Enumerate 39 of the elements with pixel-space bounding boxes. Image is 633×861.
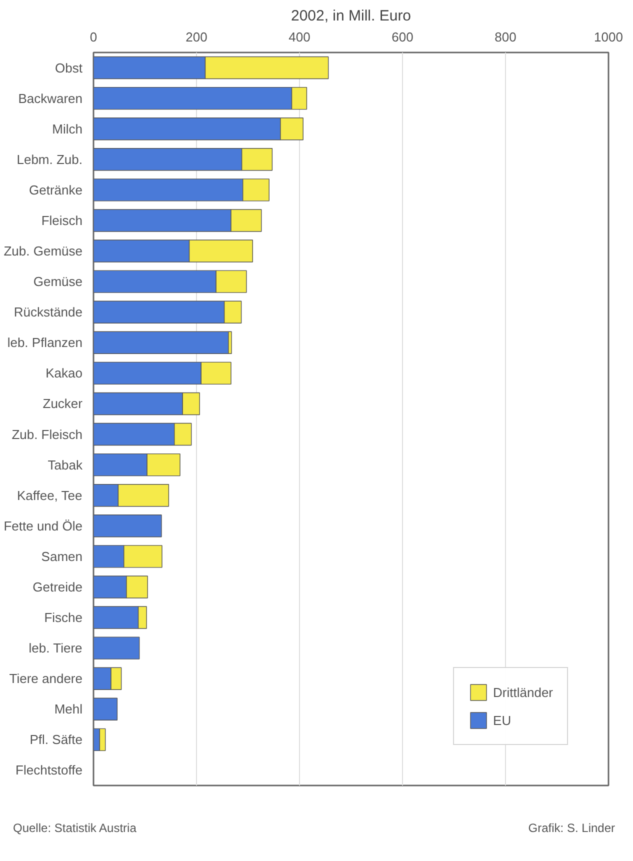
y-tick-label: Flechtstoffe bbox=[16, 762, 83, 778]
bar bbox=[94, 698, 118, 720]
text: Grafik: S. Linder bbox=[528, 820, 615, 837]
y-tick-label: Kaffee, Tee bbox=[16, 488, 82, 503]
y-tick-label: Zub. Gemüse bbox=[4, 244, 83, 259]
y-tick-label: leb. Pflanzen bbox=[7, 335, 83, 350]
x-tick-label: 200 bbox=[186, 30, 208, 44]
x-tick-label: 600 bbox=[392, 30, 414, 44]
y-tick-label: Getreide bbox=[32, 579, 83, 594]
y-tick-label: Fische bbox=[44, 610, 83, 626]
y-tick-label: Zucker bbox=[42, 396, 84, 412]
y-tick-label: Pfl. Säfte bbox=[30, 732, 82, 748]
y-tick-label: Tabak bbox=[48, 457, 83, 472]
y-tick-label: Lebm. Zub. bbox=[16, 152, 83, 167]
bar bbox=[94, 636, 140, 660]
bar bbox=[94, 331, 229, 354]
y-tick-label: Fette und Öle bbox=[4, 518, 83, 534]
x-tick-label: 0 bbox=[90, 30, 98, 44]
x-tick-label: 1000 bbox=[594, 30, 623, 44]
y-tick-label: Backwaren bbox=[18, 90, 83, 106]
legend-label: EU bbox=[493, 712, 512, 728]
x-tick-label: 800 bbox=[494, 30, 516, 44]
y-tick-label: Obst bbox=[55, 60, 83, 76]
bar bbox=[94, 514, 162, 538]
legend-label: Drittländer bbox=[493, 684, 553, 700]
y-tick-label: Zub. Fleisch bbox=[12, 426, 83, 442]
y-tick-label: Rückstände bbox=[14, 304, 83, 320]
y-tick-label: Tiere andere bbox=[9, 671, 83, 686]
y-tick-label: Getränke bbox=[29, 182, 83, 198]
source-note: Quelle: Statistik Austria bbox=[13, 820, 136, 837]
x-tick-label: 400 bbox=[288, 30, 310, 44]
y-tick-label: Gemüse bbox=[33, 274, 83, 290]
y-tick-label: Mehl bbox=[54, 702, 83, 717]
y-tick-label: Fleisch bbox=[41, 212, 83, 228]
y-tick-label: Samen bbox=[41, 548, 83, 564]
y-tick-label: Milch bbox=[52, 121, 83, 136]
y-tick-label: Kakao bbox=[46, 366, 83, 381]
chart-title: 2002, in Mill. Euro bbox=[290, 8, 412, 24]
y-tick-label: leb. Tiere bbox=[28, 640, 82, 656]
